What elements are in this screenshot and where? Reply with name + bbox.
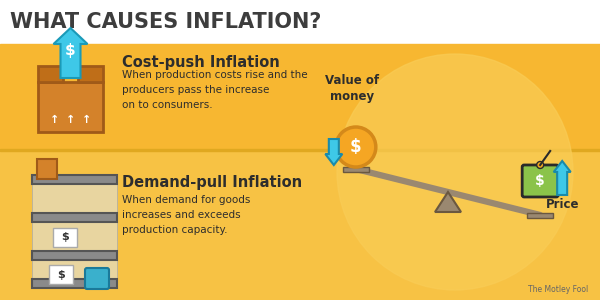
Polygon shape xyxy=(435,192,461,212)
FancyArrow shape xyxy=(554,161,571,195)
Bar xyxy=(32,213,117,222)
Bar xyxy=(32,175,117,184)
Text: When demand for goods
increases and exceeds
production capacity.: When demand for goods increases and exce… xyxy=(122,195,250,235)
FancyBboxPatch shape xyxy=(522,165,558,197)
Text: When production costs rise and the
producers pass the increase
on to consumers.: When production costs rise and the produ… xyxy=(122,70,308,110)
Bar xyxy=(32,251,117,260)
FancyBboxPatch shape xyxy=(85,268,109,289)
FancyBboxPatch shape xyxy=(49,265,73,284)
Circle shape xyxy=(337,54,573,290)
Text: Value of
money: Value of money xyxy=(325,74,379,103)
Text: $: $ xyxy=(350,138,362,156)
Text: $: $ xyxy=(65,43,76,58)
Bar xyxy=(32,184,117,212)
Bar xyxy=(32,279,117,288)
Circle shape xyxy=(336,127,376,167)
Text: WHAT CAUSES INFLATION?: WHAT CAUSES INFLATION? xyxy=(10,12,322,32)
Bar xyxy=(527,213,553,218)
Bar xyxy=(38,82,103,132)
Bar xyxy=(32,212,117,213)
Circle shape xyxy=(536,161,544,169)
Bar xyxy=(343,167,369,172)
Text: ↑: ↑ xyxy=(67,115,76,125)
Bar xyxy=(32,250,117,251)
FancyArrow shape xyxy=(325,139,343,165)
Bar xyxy=(32,222,117,250)
Text: Price: Price xyxy=(545,198,579,211)
Bar xyxy=(0,44,600,150)
Text: $: $ xyxy=(61,232,69,242)
Polygon shape xyxy=(38,66,63,82)
Bar xyxy=(32,260,117,288)
Text: Demand-pull Inflation: Demand-pull Inflation xyxy=(122,175,302,190)
Text: ↑: ↑ xyxy=(82,115,92,125)
Text: Cost-push Inflation: Cost-push Inflation xyxy=(122,55,280,70)
Bar xyxy=(0,0,600,44)
Text: $: $ xyxy=(57,269,65,280)
Text: The Motley Fool: The Motley Fool xyxy=(528,285,588,294)
FancyBboxPatch shape xyxy=(53,228,77,247)
FancyArrow shape xyxy=(53,28,88,78)
Bar xyxy=(0,149,600,151)
Text: ↑: ↑ xyxy=(50,115,59,125)
Text: $: $ xyxy=(535,174,545,188)
Polygon shape xyxy=(78,66,103,82)
Bar xyxy=(0,150,600,300)
Bar xyxy=(37,159,57,179)
